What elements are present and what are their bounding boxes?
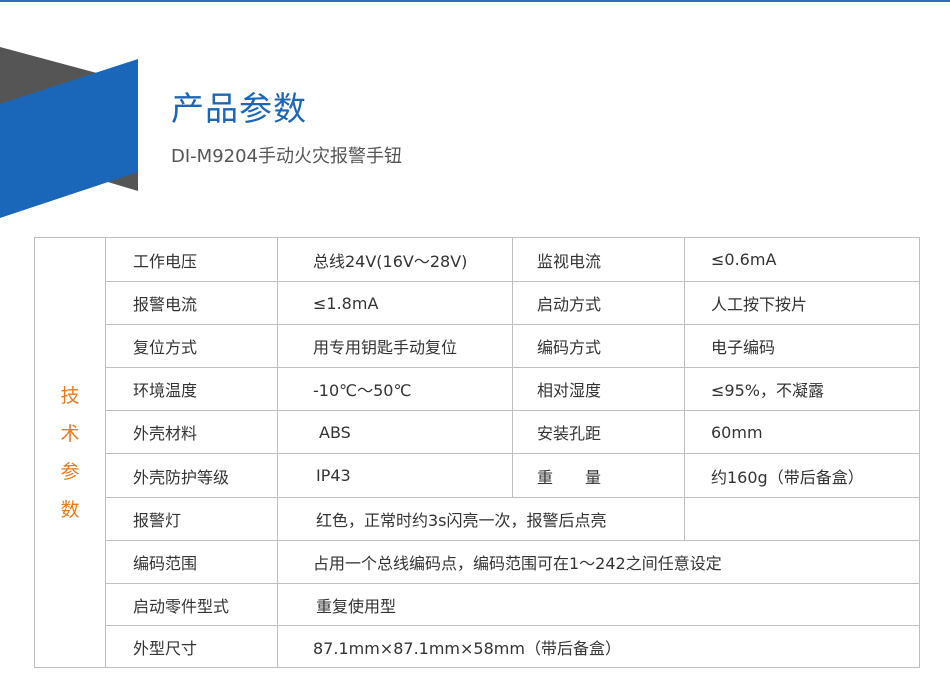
table-row: 外壳材料 ABS 安装孔距 60mm — [35, 410, 920, 454]
spec-value: ABS — [277, 410, 513, 454]
spec-key: 重 量 — [512, 453, 685, 498]
spec-key: 编码范围 — [105, 540, 278, 584]
spec-key: 外型尺寸 — [105, 625, 278, 668]
side-char: 数 — [60, 498, 80, 521]
blue-shape — [0, 59, 138, 218]
spec-key: 安装孔距 — [512, 410, 685, 454]
spec-key: 外壳防护等级 — [105, 453, 278, 498]
product-subtitle: DI-M9204手动火灾报警手钮 — [171, 146, 403, 167]
spec-value: ≤95%，不凝露 — [684, 367, 920, 411]
table-row: 启动零件型式 重复使用型 — [35, 583, 920, 626]
top-accent-bar — [0, 0, 950, 2]
table-row: 外型尺寸 87.1mm×87.1mm×58mm（带后备盒） — [35, 625, 920, 668]
spec-key: 编码方式 — [512, 324, 685, 368]
spec-key: 报警灯 — [105, 497, 278, 541]
side-char: 参 — [60, 460, 80, 483]
spec-value: 电子编码 — [684, 324, 920, 368]
spec-key: 工作电压 — [105, 237, 278, 282]
spec-value: 总线24V(16V～28V) — [277, 237, 513, 282]
spec-key: 启动方式 — [512, 281, 685, 325]
spec-value: 红色，正常时约3s闪亮一次，报警后点亮 — [277, 497, 685, 541]
spec-key: 环境温度 — [105, 367, 278, 411]
spec-value: 人工按下按片 — [684, 281, 920, 325]
side-label: 技 术 参 数 — [34, 237, 106, 668]
spec-value: 用专用钥匙手动复位 — [277, 324, 513, 368]
table-row: 环境温度 -10℃～50℃ 相对湿度 ≤95%，不凝露 — [35, 367, 920, 411]
table-row: 技 术 参 数 工作电压 总线24V(16V～28V) 监视电流 ≤0.6mA — [34, 237, 920, 668]
empty-cell — [684, 497, 920, 541]
spec-value: IP43 — [277, 453, 513, 498]
table-row: 复位方式 用专用钥匙手动复位 编码方式 电子编码 — [35, 324, 920, 368]
spec-value: -10℃～50℃ — [277, 367, 513, 411]
spec-key: 启动零件型式 — [105, 583, 278, 626]
table-row: 报警电流 ≤1.8mA 启动方式 人工按下按片 — [35, 281, 920, 325]
spec-key: 相对湿度 — [512, 367, 685, 411]
table-row: 报警灯 红色，正常时约3s闪亮一次，报警后点亮 — [35, 497, 920, 541]
header-decoration — [0, 47, 138, 218]
page-title: 产品参数 — [171, 89, 307, 128]
side-char: 技 — [60, 384, 80, 407]
spec-value: ≤1.8mA — [277, 281, 513, 325]
spec-value: ≤0.6mA — [684, 237, 920, 282]
spec-key: 外壳材料 — [105, 410, 278, 454]
spec-key: 复位方式 — [105, 324, 278, 368]
table-row: 编码范围 占用一个总线编码点，编码范围可在1～242之间任意设定 — [35, 540, 920, 584]
spec-value: 占用一个总线编码点，编码范围可在1～242之间任意设定 — [277, 540, 920, 584]
table-row: 外壳防护等级 IP43 重 量 约160g（带后备盒） — [35, 453, 920, 498]
spec-key: 监视电流 — [512, 237, 685, 282]
spec-value: 87.1mm×87.1mm×58mm（带后备盒） — [277, 625, 920, 668]
spec-value: 约160g（带后备盒） — [684, 453, 920, 498]
spec-table: 技 术 参 数 工作电压 总线24V(16V～28V) 监视电流 ≤0.6mA … — [34, 237, 920, 668]
side-char: 术 — [60, 422, 80, 445]
spec-value: 重复使用型 — [277, 583, 920, 626]
spec-value: 60mm — [684, 410, 920, 454]
spec-key: 报警电流 — [105, 281, 278, 325]
